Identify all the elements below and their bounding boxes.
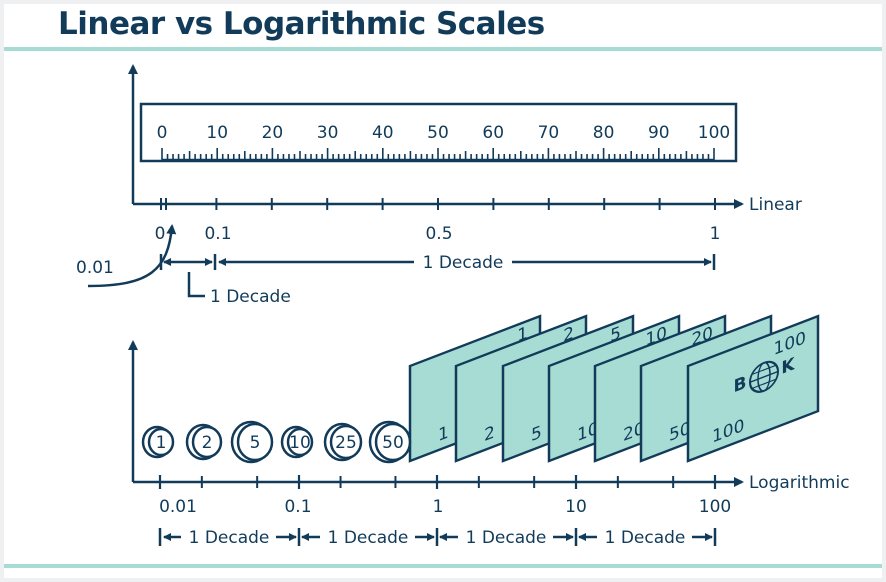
coin: 50: [368, 420, 412, 464]
callout-arrow: [87, 224, 177, 288]
coin: 10: [280, 425, 314, 459]
coin-face: [374, 422, 412, 462]
coin: 2: [185, 423, 223, 461]
coin: 1: [141, 425, 175, 459]
bill-bottom-value: 1: [438, 423, 449, 446]
ruler-label: 70: [538, 123, 560, 143]
banknotes: 1 1 2 2 5 5 10 10: [408, 314, 820, 463]
coin-value: 2: [202, 433, 213, 453]
coins: 1 2 5 10 25 50: [141, 420, 412, 464]
bill-top-value: 5: [610, 323, 621, 346]
ruler-label: 100: [698, 123, 730, 143]
bill-top-value: 2: [563, 323, 574, 346]
bill-bottom-value: 20: [623, 418, 645, 446]
log-ticks: [158, 475, 717, 489]
ruler-label: 20: [262, 123, 284, 143]
linear-tick-labels: 0 0.1 0.5 1: [155, 224, 721, 244]
coin-face: [286, 427, 314, 457]
main-decade-label: 1 Decade: [423, 253, 504, 273]
linear-tick-label: 0.1: [204, 224, 231, 244]
coin-value: 10: [289, 433, 311, 453]
coin-face: [191, 425, 223, 459]
log-decade-label: 1 Decade: [466, 528, 547, 548]
log-decade-label: 1 Decade: [189, 528, 270, 548]
linear-tick-label: 0.5: [425, 224, 452, 244]
coin-face: [236, 422, 274, 462]
linear-ticks: [160, 198, 716, 210]
log-tick-label: 100: [699, 497, 731, 517]
bill-bottom-value: 2: [484, 423, 495, 446]
log-tick-label: 1: [433, 497, 444, 517]
log-tick-label: 0.1: [284, 497, 311, 517]
bank-letter: K: [781, 354, 795, 379]
bank-letter: B: [734, 373, 747, 397]
small-decade-leader: [187, 272, 205, 298]
ruler-label: 30: [317, 123, 339, 143]
bill-bottom-value: 5: [531, 423, 542, 446]
coin: 25: [323, 422, 363, 462]
ruler-label: 60: [482, 123, 504, 143]
ruler-label: 40: [372, 123, 394, 143]
coin: 5: [230, 420, 274, 464]
coin-face: [329, 424, 363, 460]
ruler: 0 10 20 30 40 50 60 70 80 90 100: [139, 102, 738, 163]
linear-decades: 1 Decade 1 Decade: [159, 253, 716, 307]
log-decade-label: 1 Decade: [328, 528, 409, 548]
coin-value: 25: [335, 433, 357, 453]
globe-icon: B K: [734, 354, 796, 397]
ruler-label: 50: [427, 123, 449, 143]
top-rule: [4, 47, 882, 51]
coin-value: 1: [156, 433, 167, 453]
bill-bottom-value: 10: [577, 418, 599, 446]
linear-section: Linear 0 10 20 30 40 50 60 70 80 90 100 0 0.1 0.5 …: [76, 64, 802, 307]
page-title: Linear vs Logarithmic Scales: [58, 6, 545, 42]
ruler-label: 80: [593, 123, 615, 143]
coin-face: [147, 427, 175, 457]
coin-value: 50: [382, 433, 404, 453]
log-decade-label: 1 Decade: [605, 528, 686, 548]
log-decades: 1 Decade 1 Decade 1 Decade 1 Decade: [158, 528, 717, 548]
small-decade-label: 1 Decade: [210, 287, 291, 307]
banknote: 100 100 B K: [686, 314, 820, 463]
callout-value: 0.01: [76, 258, 114, 278]
linear-tick-label: 1: [710, 224, 721, 244]
ruler-ticks: [161, 148, 715, 161]
log-tick-labels: 0.01 0.1 1 10 100: [159, 497, 731, 517]
log-axis-name: Logarithmic: [749, 473, 850, 493]
coin-value: 5: [250, 433, 261, 453]
linear-tick-label: 0: [155, 224, 166, 244]
log-tick-label: 0.01: [159, 497, 197, 517]
bottom-rule: [4, 564, 882, 568]
ruler-label: 0: [157, 123, 168, 143]
ruler-labels: 0 10 20 30 40 50 60 70 80 90 100: [157, 123, 731, 143]
log-section: Logarithmic 1 1 2 2 5 5: [128, 314, 850, 548]
linear-axis-name: Linear: [749, 195, 802, 215]
bill-top-value: 1: [517, 323, 528, 346]
ruler-label: 10: [206, 123, 228, 143]
bill-bottom-value: 50: [669, 418, 691, 446]
ruler-label: 90: [648, 123, 670, 143]
log-tick-label: 10: [565, 497, 587, 517]
